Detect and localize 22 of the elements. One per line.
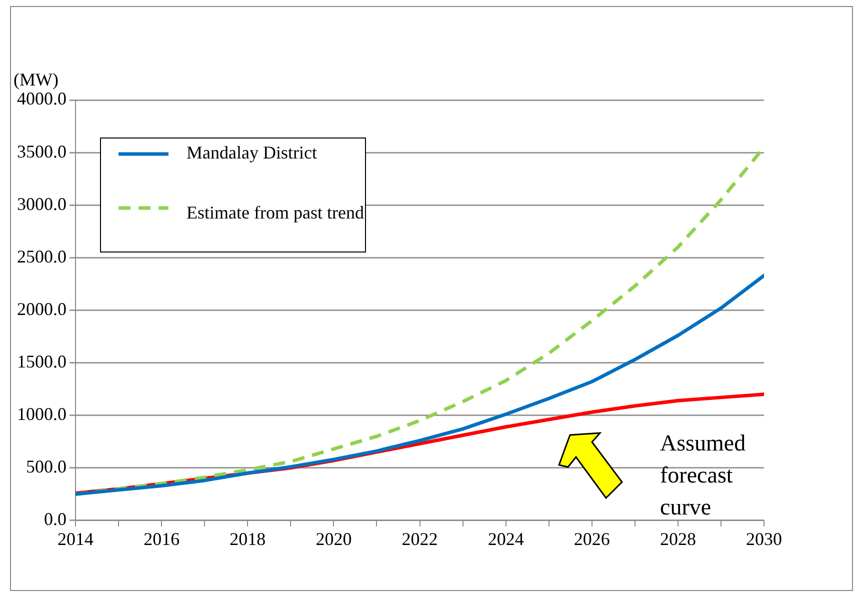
annotation: Assumed forecast curve xyxy=(660,430,746,520)
x-tick-label: 2016 xyxy=(144,528,180,549)
y-tick-label: 0.0 xyxy=(44,509,66,530)
y-axis-title: (MW) xyxy=(14,70,58,90)
legend-label: Estimate from past trend xyxy=(186,202,364,223)
x-tick-label: 2026 xyxy=(574,528,610,549)
y-tick-label: 4000.0 xyxy=(17,88,66,109)
y-tick-label: 3500.0 xyxy=(17,141,66,162)
y-tick-label: 1000.0 xyxy=(17,404,66,424)
y-tick-label: 500.0 xyxy=(26,456,66,477)
x-tick-label: 2022 xyxy=(402,528,438,549)
y-tick-label: 3000.0 xyxy=(17,194,66,214)
x-tick-label: 2020 xyxy=(316,528,352,549)
x-tick-label: 2024 xyxy=(488,528,524,549)
y-tick-label: 2000.0 xyxy=(17,298,66,319)
x-tick-label: 2028 xyxy=(660,528,696,549)
legend-label: Mandalay District xyxy=(186,142,317,163)
x-tick-label: 2030 xyxy=(746,528,782,549)
y-tick-label: 1500.0 xyxy=(17,351,66,372)
x-tick-label: 2014 xyxy=(58,528,94,549)
y-tick-label: 2500.0 xyxy=(17,246,66,266)
x-tick-label: 2018 xyxy=(230,528,266,549)
